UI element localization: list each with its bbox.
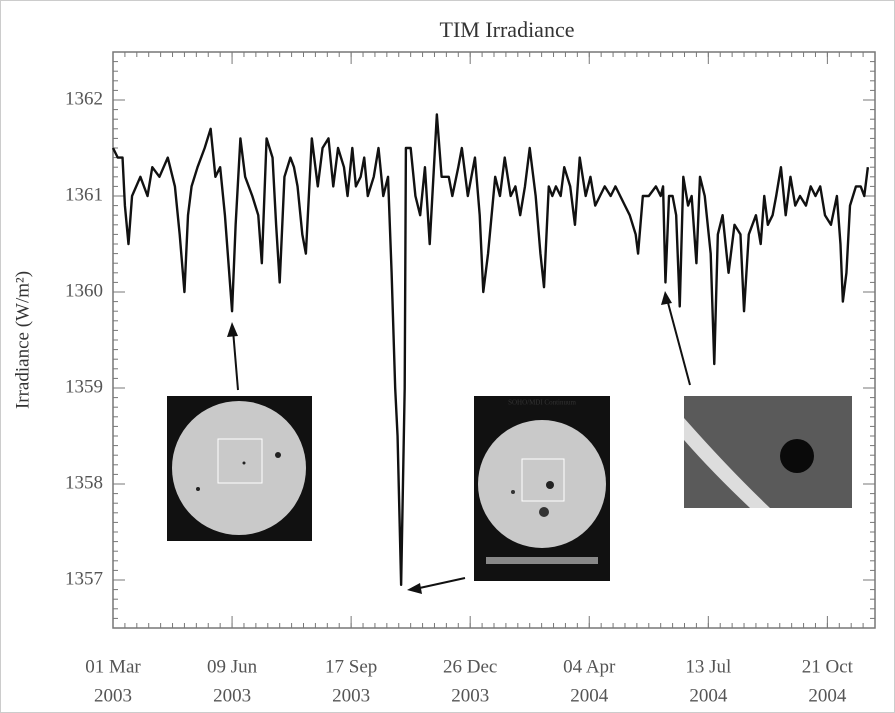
sunspot [546, 481, 554, 489]
sun-disk [172, 401, 306, 535]
sunspot [511, 490, 515, 494]
sun-disk [478, 420, 606, 548]
x-tick-label: 26 Dec [443, 656, 497, 677]
frame [1, 1, 895, 713]
sunspot [275, 452, 281, 458]
x-tick-label: 04 Apr [563, 656, 616, 677]
x-tick-label: 2003 [451, 685, 489, 706]
transit-disk [780, 439, 814, 473]
x-tick-label: 09 Jun [207, 656, 258, 677]
sunspot [243, 462, 246, 465]
x-tick-label: 17 Sep [325, 656, 377, 677]
colorbar [486, 557, 598, 564]
x-tick-label: 2003 [213, 685, 251, 706]
y-axis-label: Irradiance (W/m²) [12, 271, 33, 409]
x-tick-label: 13 Jul [685, 656, 731, 677]
sunspot [539, 507, 549, 517]
x-tick-label: 2003 [94, 685, 132, 706]
page: {"chart_data": { "type": "line", "title"… [0, 0, 895, 713]
inset-caption: SOHO/MDI Continuum [508, 399, 576, 407]
x-tick-label: 21 Oct [802, 656, 854, 677]
y-tick-label: 1357 [65, 568, 103, 589]
x-tick-label: 2004 [689, 685, 728, 706]
x-tick-label: 2004 [570, 685, 609, 706]
y-tick-label: 1360 [65, 280, 103, 301]
y-tick-label: 1358 [65, 472, 103, 493]
y-tick-label: 1359 [65, 376, 103, 397]
y-tick-label: 1362 [65, 88, 103, 109]
chart-title: TIM Irradiance [440, 17, 575, 42]
sunspot [196, 487, 200, 491]
x-tick-label: 2003 [332, 685, 370, 706]
y-tick-label: 1361 [65, 184, 103, 205]
chart: TIM Irradiance Irradiance (W/m²) SOHO/MD… [0, 0, 895, 713]
x-tick-label: 01 Mar [85, 656, 141, 677]
x-tick-label: 2004 [808, 685, 847, 706]
